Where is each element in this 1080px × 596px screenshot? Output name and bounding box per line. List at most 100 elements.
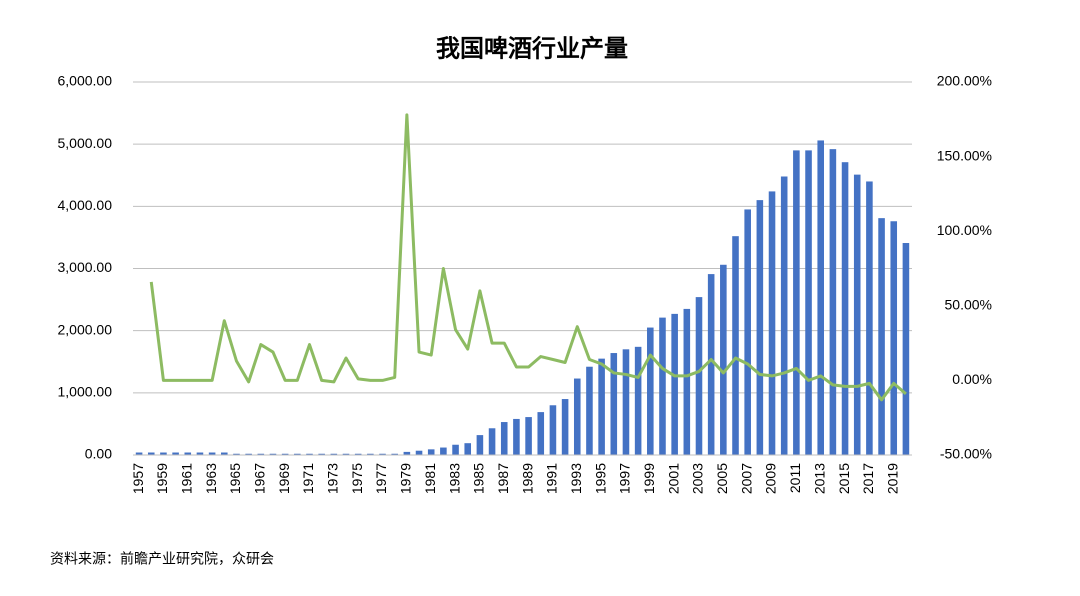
bar — [476, 435, 484, 455]
x-tick-label: 1977 — [373, 463, 389, 494]
bar — [367, 453, 374, 455]
bar — [294, 453, 301, 455]
y-tick-label: 6,000.00 — [58, 73, 113, 89]
bar — [671, 313, 678, 455]
x-tick-label: 1975 — [349, 463, 365, 494]
bar — [707, 274, 715, 455]
bar — [233, 453, 240, 455]
bar — [403, 451, 411, 455]
x-tick-label: 1967 — [252, 463, 268, 494]
bar — [488, 428, 496, 455]
bar — [586, 366, 593, 455]
x-tick-label: 1957 — [130, 463, 146, 494]
bar — [500, 422, 508, 455]
bar — [878, 218, 885, 455]
bar — [647, 327, 654, 455]
bar — [634, 346, 642, 455]
y2-tick-label: -50.00% — [940, 446, 992, 462]
bar — [330, 453, 338, 455]
bar — [744, 209, 751, 455]
x-tick-label: 1987 — [495, 463, 511, 494]
bar — [342, 453, 350, 455]
bar — [281, 453, 289, 455]
x-tick-label: 1995 — [592, 463, 608, 494]
bar — [440, 447, 447, 455]
bar — [452, 444, 459, 455]
bar — [829, 149, 837, 455]
bar — [391, 453, 398, 455]
y-tick-label: 4,000.00 — [58, 197, 113, 213]
x-tick-label: 1959 — [154, 463, 170, 494]
x-tick-label: 1979 — [398, 463, 414, 494]
x-tick-label: 2019 — [884, 463, 900, 494]
bar — [196, 452, 204, 455]
bar — [695, 297, 703, 455]
x-tick-label: 2009 — [763, 463, 779, 494]
bar — [525, 417, 532, 455]
x-tick-label: 2015 — [836, 463, 852, 494]
bar — [464, 443, 472, 455]
x-tick-label: 1971 — [300, 463, 316, 494]
x-tick-label: 1991 — [544, 463, 560, 494]
bar — [890, 221, 898, 455]
x-tick-label: 2011 — [787, 463, 803, 493]
bar — [513, 418, 520, 455]
x-tick-label: 1963 — [203, 463, 219, 494]
bar — [853, 174, 861, 455]
bar — [208, 452, 216, 455]
bar — [537, 412, 545, 455]
bar — [269, 453, 277, 455]
bar — [257, 453, 265, 455]
bar — [622, 349, 630, 455]
y2-tick-label: 50.00% — [945, 297, 992, 313]
bar — [135, 452, 143, 455]
x-tick-label: 2013 — [811, 463, 827, 494]
bar — [306, 453, 313, 455]
x-tick-label: 1989 — [519, 463, 535, 494]
bar — [732, 236, 739, 455]
x-tick-label: 1961 — [178, 463, 194, 494]
bar — [805, 150, 812, 455]
bar — [659, 317, 666, 455]
bar — [561, 399, 569, 455]
x-tick-label: 2003 — [690, 463, 706, 494]
x-tick-label: 1993 — [568, 463, 584, 494]
x-tick-label: 1985 — [471, 463, 487, 494]
bar — [245, 453, 252, 455]
y-tick-label: 1,000.00 — [58, 384, 113, 400]
bar — [720, 264, 727, 455]
x-tick-label: 1999 — [641, 463, 657, 494]
chart-title: 我国啤酒行业产量 — [436, 34, 628, 62]
bar — [354, 453, 362, 455]
bar — [379, 453, 386, 455]
bar — [549, 405, 557, 455]
source-note: 资料来源：前瞻产业研究院，众研会 — [50, 551, 274, 567]
bar — [318, 453, 325, 455]
x-tick-label: 1965 — [227, 463, 243, 494]
bar — [598, 358, 605, 455]
bar — [147, 452, 155, 455]
line — [149, 113, 907, 402]
x-tick-label: 1981 — [422, 463, 438, 494]
bar — [221, 452, 228, 455]
y-tick-label: 5,000.00 — [58, 135, 113, 151]
y-tick-label: 3,000.00 — [58, 259, 113, 275]
bar — [427, 449, 435, 455]
y2-tick-label: 0.00% — [952, 371, 992, 387]
bar — [793, 150, 800, 455]
y2-tick-label: 200.00% — [937, 73, 992, 89]
y-tick-label: 0.00 — [85, 446, 112, 462]
bar — [866, 181, 873, 455]
x-tick-label: 1969 — [276, 463, 292, 494]
x-tick-label: 2001 — [665, 463, 681, 494]
bar — [780, 176, 788, 455]
bar — [756, 200, 764, 455]
x-tick-label: 1973 — [325, 463, 341, 494]
bar — [841, 162, 849, 455]
bar — [160, 452, 167, 455]
x-tick-label: 1997 — [617, 463, 633, 494]
bar — [573, 378, 581, 455]
bar — [902, 243, 910, 455]
bar — [415, 450, 423, 455]
bar — [610, 353, 618, 455]
